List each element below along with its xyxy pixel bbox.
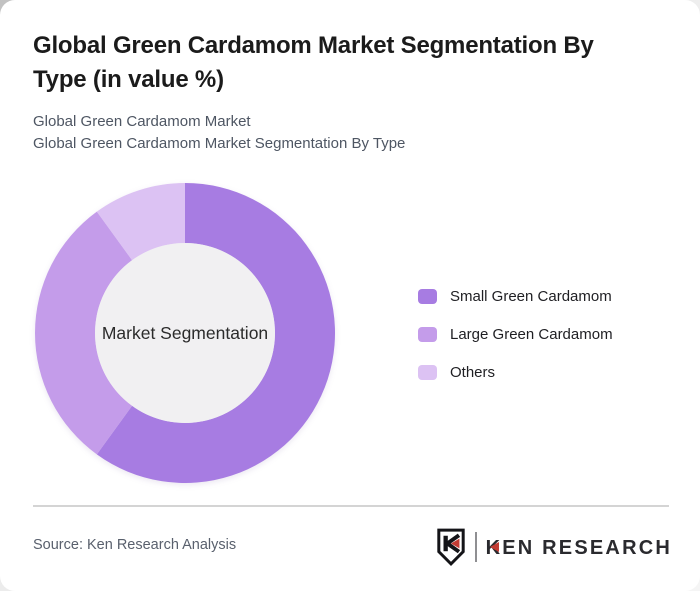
source-text: Source: Ken Research Analysis [33, 537, 237, 553]
ken-research-logo: KEN RESEARCH [436, 526, 672, 568]
legend-swatch [418, 326, 437, 342]
red-arrow-icon [490, 542, 500, 552]
chart-region: Market Segmentation Small Green Cardamom… [0, 170, 700, 500]
legend-item-small-green-cardamom[interactable]: Small Green Cardamom [418, 287, 613, 305]
donut-segment-others[interactable] [96, 183, 185, 261]
ken-research-shield-icon [437, 528, 465, 566]
red-arrow-icon [451, 538, 460, 549]
logo-wordmark: KEN RESEARCH [486, 537, 672, 558]
chart-legend: Small Green Cardamom Large Green Cardamo… [418, 287, 613, 381]
subtitle-block: Global Green Cardamom Market Global Gree… [33, 111, 633, 155]
legend-label: Small Green Cardamom [450, 287, 612, 305]
logo-separator [475, 532, 477, 562]
legend-item-others[interactable]: Others [418, 363, 613, 381]
footer-divider [33, 505, 669, 507]
donut-center-circle [95, 243, 275, 423]
logo-wordmark-text: KEN RESEARCH [485, 536, 672, 559]
donut-chart-svg [35, 183, 335, 483]
legend-label: Large Green Cardamom [450, 325, 613, 343]
donut-segment-small-green-cardamom[interactable] [96, 183, 335, 483]
page-title: Global Green Cardamom Market Segmentatio… [33, 32, 594, 93]
donut-chart: Market Segmentation [35, 183, 335, 483]
legend-label: Others [450, 363, 496, 381]
legend-swatch [418, 364, 437, 380]
donut-segment-large-green-cardamom[interactable] [35, 211, 133, 455]
legend-swatch [418, 288, 437, 304]
subtitle-line-2: Global Green Cardamom Market Segmentatio… [33, 135, 406, 152]
legend-item-large-green-cardamom[interactable]: Large Green Cardamom [418, 325, 613, 343]
subtitle-line-1: Global Green Cardamom Market [33, 113, 251, 130]
